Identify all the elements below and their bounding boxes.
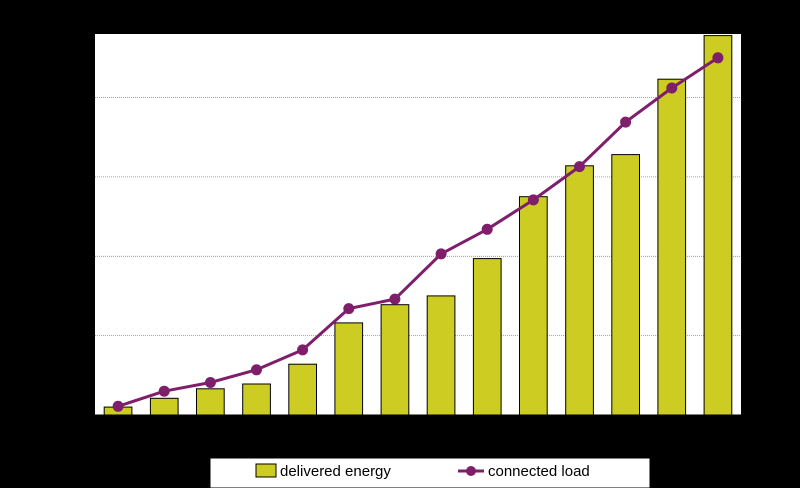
legend-swatch-connected-load-marker [466, 466, 476, 476]
bar-delivered-energy [611, 154, 640, 416]
point-connected-load [389, 293, 401, 305]
bar-delivered-energy [334, 322, 364, 416]
legend-label-delivered-energy: delivered energy [280, 463, 391, 480]
bar-delivered-energy [149, 397, 179, 416]
point-connected-load [343, 303, 355, 315]
legend-label-connected-load: connected load [488, 463, 590, 480]
point-connected-load [435, 248, 447, 260]
bar-delivered-energy [565, 165, 594, 416]
legend-swatch-delivered-energy [255, 463, 277, 478]
bar-delivered-energy [657, 78, 687, 416]
point-connected-load [574, 161, 585, 173]
plot-area [95, 34, 741, 415]
point-connected-load [297, 344, 309, 356]
legend-box [209, 457, 651, 488]
point-connected-load [112, 400, 124, 412]
point-connected-load [251, 364, 262, 376]
bar-series-delivered-energy [103, 35, 733, 416]
legend: delivered energy connected load [209, 457, 651, 488]
bar-delivered-energy [380, 304, 410, 416]
bar-delivered-energy [472, 258, 502, 416]
point-connected-load [204, 377, 216, 388]
bar-delivered-energy [196, 388, 225, 416]
bar-delivered-energy [242, 383, 271, 416]
bar-delivered-energy [703, 35, 733, 416]
bar-delivered-energy [519, 196, 548, 416]
point-connected-load [666, 82, 678, 94]
line-series-connected-load [112, 52, 724, 412]
point-connected-load [712, 52, 724, 64]
line-connected-load [117, 56, 719, 408]
bar-delivered-energy [426, 295, 456, 416]
bar-delivered-energy [288, 363, 317, 416]
point-connected-load [481, 223, 493, 235]
point-connected-load [620, 116, 632, 128]
point-connected-load [527, 194, 539, 206]
point-connected-load [158, 385, 170, 397]
